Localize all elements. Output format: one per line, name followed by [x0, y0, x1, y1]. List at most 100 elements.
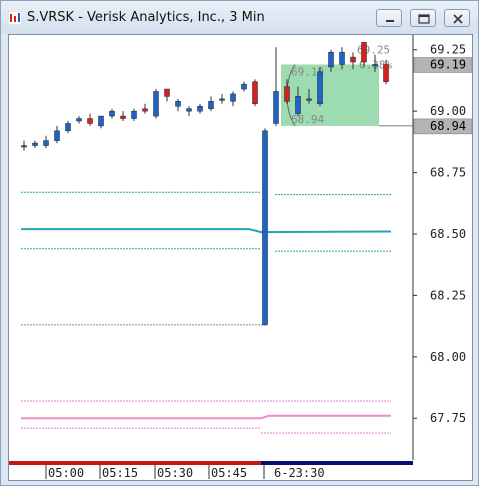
candle-body — [230, 93, 236, 102]
candle-today — [262, 128, 268, 326]
candle-body — [361, 42, 367, 63]
candle-body — [98, 115, 104, 127]
candle-body — [153, 91, 159, 117]
y-tick-label: 69.25 — [430, 43, 466, 57]
candle-today — [372, 54, 378, 72]
candle-body — [350, 56, 356, 63]
x-tick-label: 05:15 — [102, 466, 138, 480]
candle-prev — [98, 115, 104, 129]
candle-body — [65, 123, 71, 132]
candle-today — [295, 86, 301, 117]
chart-area[interactable]: 69.19 68.94 69.25 0.38% 69.25 69.00 68.75 68.5… — [8, 34, 473, 481]
y-tick-label: 68.50 — [430, 227, 466, 241]
candle-prev — [142, 103, 148, 114]
candle-body — [339, 51, 345, 65]
candle-body — [219, 98, 225, 101]
candle-today — [339, 47, 345, 70]
minimize-button[interactable] — [376, 9, 402, 27]
candle-today — [361, 42, 367, 67]
x-tick-label: 05:45 — [211, 466, 247, 480]
candle-prev — [164, 88, 170, 102]
candle-body — [262, 130, 268, 326]
session-bar-today — [261, 461, 413, 465]
candle-body — [109, 110, 115, 117]
session-bar-prev — [9, 461, 261, 465]
candle-body — [131, 110, 137, 119]
candle-prev — [241, 81, 247, 92]
candle-body — [306, 98, 312, 101]
candle-today — [350, 52, 356, 70]
candle-prev — [21, 140, 27, 151]
chart-app-icon — [8, 11, 22, 25]
pink-mid-line — [21, 414, 391, 420]
candle-body — [186, 108, 192, 112]
candle-prev — [208, 96, 214, 112]
candle-body — [273, 91, 279, 124]
candle-prev — [43, 135, 49, 149]
candle-body — [295, 96, 301, 114]
candle-body — [175, 101, 181, 107]
close-button[interactable] — [444, 9, 470, 27]
candle-body — [32, 142, 38, 146]
zone-low-label: 68.94 — [291, 113, 324, 126]
candle-body — [76, 118, 82, 122]
vwap-line — [21, 228, 391, 234]
candles — [21, 42, 389, 326]
candle-prev — [65, 120, 71, 134]
restore-button[interactable] — [410, 9, 436, 27]
x-tick-label: 6-23:30 — [274, 466, 325, 480]
candle-body — [21, 145, 27, 148]
candle-body — [54, 130, 60, 141]
candle-body — [197, 105, 203, 112]
candle-today — [273, 47, 279, 126]
candle-prev — [230, 91, 236, 107]
candle-prev — [87, 113, 93, 126]
y-tick-label: 68.75 — [430, 166, 466, 180]
candle-prev — [197, 103, 203, 114]
x-tick-label: 05:30 — [157, 466, 193, 480]
y-tick-label: 68.25 — [430, 288, 466, 302]
price-box-label: 69.19 — [430, 57, 466, 71]
candle-body — [208, 101, 214, 109]
candle-today — [383, 59, 389, 85]
candle-body — [241, 83, 247, 90]
candle-prev — [252, 79, 258, 107]
y-tick-label: 68.00 — [430, 350, 466, 364]
candle-prev — [32, 140, 38, 149]
zone-high-label: 69.19 — [291, 65, 324, 78]
candle-body — [284, 86, 290, 102]
candle-today — [328, 49, 334, 72]
candle-body — [372, 64, 378, 67]
candle-prev — [175, 98, 181, 112]
y-tick-label: 69.00 — [430, 104, 466, 118]
candle-prev — [109, 108, 115, 119]
candle-prev — [54, 125, 60, 144]
candle-prev — [76, 116, 82, 124]
price-box-label: 68.94 — [430, 119, 466, 133]
candle-today — [317, 66, 323, 107]
minimize-icon — [386, 20, 394, 22]
candle-body — [120, 115, 126, 119]
candle-body — [252, 81, 258, 105]
candle-body — [328, 51, 334, 68]
close-icon — [453, 14, 463, 24]
zone-rect — [281, 64, 379, 126]
candle-prev — [153, 89, 159, 119]
candle-body — [164, 88, 170, 97]
candle-prev — [131, 108, 137, 121]
candle-today — [284, 79, 290, 104]
title-bar[interactable]: S.VRSK - Verisk Analytics, Inc., 3 Min — [1, 1, 478, 34]
candle-prev — [186, 106, 192, 117]
candle-body — [317, 71, 323, 105]
y-tick-label: 67.75 — [430, 411, 466, 425]
restore-icon — [418, 14, 430, 24]
candle-body — [383, 64, 389, 82]
x-tick-label: 05:00 — [48, 466, 84, 480]
candle-body — [142, 108, 148, 112]
price-axis: 69.25 69.00 68.75 68.50 68.25 68.00 67.75 69.19… — [412, 35, 473, 460]
candle-prev — [219, 93, 225, 104]
candle-prev — [120, 111, 126, 121]
